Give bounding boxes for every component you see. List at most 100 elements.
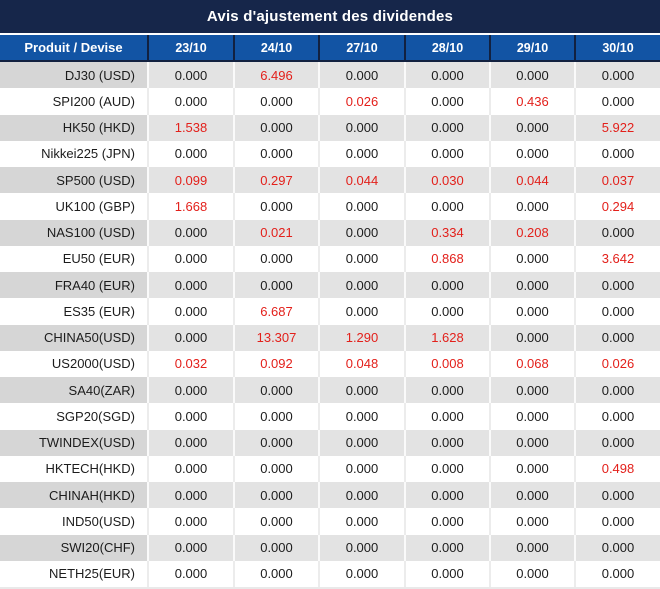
value-cell: 0.000 bbox=[489, 560, 574, 587]
value-cell: 0.000 bbox=[147, 403, 233, 430]
value-cell: 0.000 bbox=[147, 560, 233, 587]
table-row: SGP20(SGD) 0.000 0.000 0.000 0.000 0.000 0.000 bbox=[0, 403, 660, 430]
table-row: NETH25(EUR) 0.000 0.000 0.000 0.000 0.000 0.00… bbox=[0, 560, 660, 587]
product-cell: Nikkei225 (JPN) bbox=[0, 140, 147, 167]
value-cell: 0.000 bbox=[574, 429, 660, 456]
product-cell: EU50 (EUR) bbox=[0, 245, 147, 272]
value-cell: 0.000 bbox=[233, 88, 318, 115]
value-cell: 0.000 bbox=[147, 245, 233, 272]
product-cell: NETH25(EUR) bbox=[0, 560, 147, 587]
page-title: Avis d'ajustement des dividendes bbox=[0, 0, 660, 33]
product-cell: SPI200 (AUD) bbox=[0, 88, 147, 115]
value-cell: 0.026 bbox=[574, 350, 660, 377]
value-cell: 0.000 bbox=[574, 324, 660, 351]
value-cell: 0.000 bbox=[489, 324, 574, 351]
value-cell: 0.000 bbox=[233, 245, 318, 272]
table-row: EU50 (EUR) 0.000 0.000 0.000 0.868 0.000 3.642 bbox=[0, 245, 660, 272]
value-cell: 0.000 bbox=[574, 140, 660, 167]
value-cell: 0.000 bbox=[318, 62, 404, 89]
value-cell: 0.000 bbox=[574, 560, 660, 587]
product-cell: SGP20(SGD) bbox=[0, 403, 147, 430]
value-cell: 0.000 bbox=[318, 534, 404, 561]
value-cell: 0.000 bbox=[404, 534, 489, 561]
column-header-date: 28/10 bbox=[404, 35, 489, 62]
value-cell: 0.000 bbox=[318, 429, 404, 456]
column-header-date: 29/10 bbox=[489, 35, 574, 62]
header-row: Produit / Devise 23/10 24/10 27/10 28/10 29/1… bbox=[0, 35, 660, 62]
value-cell: 6.496 bbox=[233, 62, 318, 89]
value-cell: 0.000 bbox=[404, 140, 489, 167]
value-cell: 0.000 bbox=[233, 429, 318, 456]
table-row: CHINA50(USD) 0.000 13.307 1.290 1.628 0.000 0.… bbox=[0, 324, 660, 351]
value-cell: 0.334 bbox=[404, 219, 489, 246]
title-divider bbox=[0, 33, 660, 35]
dividends-table-container: Produit / Devise 23/10 24/10 27/10 28/10 29/1… bbox=[0, 35, 660, 589]
value-cell: 0.000 bbox=[147, 88, 233, 115]
value-cell: 0.000 bbox=[489, 508, 574, 535]
value-cell: 0.000 bbox=[489, 429, 574, 456]
value-cell: 13.307 bbox=[233, 324, 318, 351]
product-cell: CHINA50(USD) bbox=[0, 324, 147, 351]
value-cell: 0.000 bbox=[574, 272, 660, 299]
value-cell: 1.668 bbox=[147, 193, 233, 220]
value-cell: 0.000 bbox=[147, 482, 233, 509]
value-cell: 1.628 bbox=[404, 324, 489, 351]
value-cell: 0.000 bbox=[147, 455, 233, 482]
table-row: TWINDEX(USD) 0.000 0.000 0.000 0.000 0.000 0.0… bbox=[0, 429, 660, 456]
table-row: ES35 (EUR) 0.000 6.687 0.000 0.000 0.000 0.000 bbox=[0, 298, 660, 325]
value-cell: 0.000 bbox=[489, 534, 574, 561]
value-cell: 0.000 bbox=[404, 62, 489, 89]
value-cell: 0.000 bbox=[404, 298, 489, 325]
product-cell: SA40(ZAR) bbox=[0, 377, 147, 404]
table-row: SP500 (USD) 0.099 0.297 0.044 0.030 0.044 0.03… bbox=[0, 167, 660, 194]
value-cell: 0.000 bbox=[489, 272, 574, 299]
value-cell: 0.436 bbox=[489, 88, 574, 115]
value-cell: 0.000 bbox=[318, 455, 404, 482]
value-cell: 0.498 bbox=[574, 455, 660, 482]
value-cell: 0.208 bbox=[489, 219, 574, 246]
value-cell: 0.868 bbox=[404, 245, 489, 272]
value-cell: 0.000 bbox=[489, 403, 574, 430]
value-cell: 0.000 bbox=[489, 377, 574, 404]
value-cell: 0.000 bbox=[489, 62, 574, 89]
value-cell: 0.000 bbox=[574, 88, 660, 115]
value-cell: 0.000 bbox=[404, 455, 489, 482]
column-header-date: 23/10 bbox=[147, 35, 233, 62]
product-cell: CHINAH(HKD) bbox=[0, 482, 147, 509]
value-cell: 0.000 bbox=[318, 114, 404, 141]
product-cell: US2000(USD) bbox=[0, 350, 147, 377]
value-cell: 0.000 bbox=[233, 482, 318, 509]
value-cell: 0.000 bbox=[147, 219, 233, 246]
value-cell: 0.000 bbox=[318, 193, 404, 220]
table-row: CHINAH(HKD) 0.000 0.000 0.000 0.000 0.000 0.00… bbox=[0, 482, 660, 509]
value-cell: 0.000 bbox=[574, 508, 660, 535]
value-cell: 0.000 bbox=[147, 140, 233, 167]
value-cell: 0.000 bbox=[489, 298, 574, 325]
value-cell: 0.044 bbox=[318, 167, 404, 194]
value-cell: 0.000 bbox=[404, 193, 489, 220]
value-cell: 0.000 bbox=[574, 298, 660, 325]
value-cell: 0.000 bbox=[147, 272, 233, 299]
value-cell: 0.000 bbox=[147, 534, 233, 561]
value-cell: 0.294 bbox=[574, 193, 660, 220]
value-cell: 0.008 bbox=[404, 350, 489, 377]
value-cell: 0.000 bbox=[233, 193, 318, 220]
value-cell: 6.687 bbox=[233, 298, 318, 325]
product-cell: HK50 (HKD) bbox=[0, 114, 147, 141]
value-cell: 0.000 bbox=[318, 403, 404, 430]
product-cell: SP500 (USD) bbox=[0, 167, 147, 194]
value-cell: 0.000 bbox=[233, 560, 318, 587]
value-cell: 0.000 bbox=[574, 219, 660, 246]
product-cell: ES35 (EUR) bbox=[0, 298, 147, 325]
value-cell: 0.000 bbox=[574, 377, 660, 404]
value-cell: 0.030 bbox=[404, 167, 489, 194]
table-row: IND50(USD) 0.000 0.000 0.000 0.000 0.000 0.000 bbox=[0, 508, 660, 535]
value-cell: 0.000 bbox=[574, 534, 660, 561]
value-cell: 0.021 bbox=[233, 219, 318, 246]
table-row: HK50 (HKD) 1.538 0.000 0.000 0.000 0.000 5.922 bbox=[0, 114, 660, 141]
product-cell: NAS100 (USD) bbox=[0, 219, 147, 246]
value-cell: 0.000 bbox=[233, 114, 318, 141]
product-cell: TWINDEX(USD) bbox=[0, 429, 147, 456]
value-cell: 0.000 bbox=[233, 508, 318, 535]
value-cell: 0.000 bbox=[147, 62, 233, 89]
